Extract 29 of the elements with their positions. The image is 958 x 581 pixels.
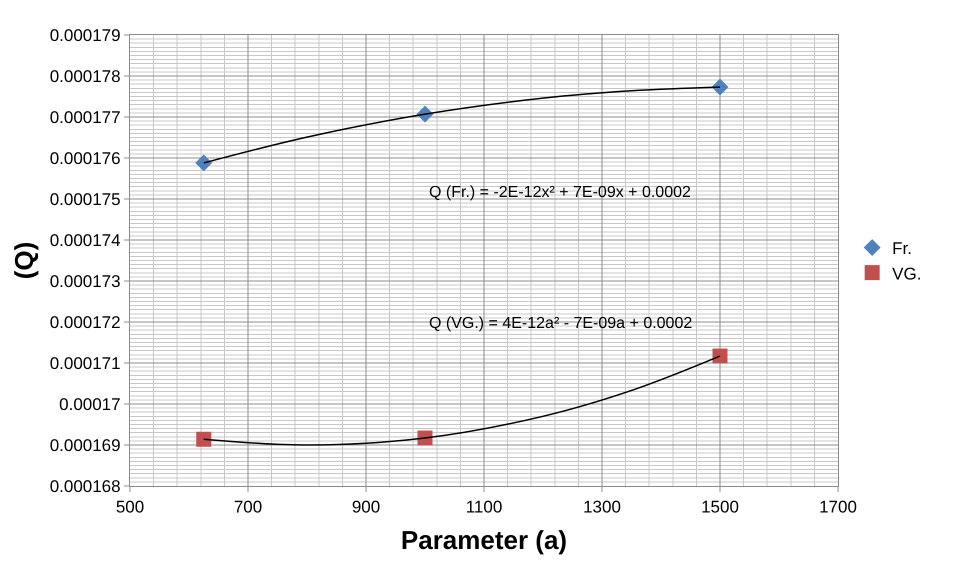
y-tick-label: 0.000169 [50,436,121,455]
y-tick-label: 0.000171 [50,354,121,373]
y-tick-label: 0.000177 [50,108,121,127]
y-tick-label: 0.000172 [50,312,121,332]
x-tick-label: 700 [234,497,262,516]
x-tick-label: 1700 [819,497,857,516]
point [712,348,728,364]
point [195,154,212,172]
y-tick-label: 0.00017 [59,394,121,414]
x-tick-label: 1100 [466,497,502,516]
y-axis-title: (Q) [9,242,40,280]
x-tick-label: 1500 [701,497,739,516]
y-tick-label: 0.000178 [50,66,121,86]
x-axis-title: Parameter (a) [400,525,568,556]
legend-label: VG. [892,264,922,284]
x-tick-label: 500 [116,497,144,516]
x-tick-label: 900 [352,497,380,516]
y-tick-label: 0.000175 [50,190,121,209]
annotation: Q (VG.) = 4E-12a² - 7E-09a + 0.0002 [429,315,692,332]
legend-label: Fr. [892,239,912,258]
y-tick-label: 0.000173 [50,272,121,291]
annotation: Q (Fr.) = -2E-12x² + 7E-09x + 0.0002 [429,184,691,201]
x-tick-label: 1300 [583,497,621,516]
point [712,78,728,96]
y-tick-label: 0.000176 [50,148,121,168]
point [196,432,212,447]
y-tick-label: 0.000168 [50,476,121,496]
y-tick-label: 0.000174 [50,230,121,250]
y-tick-label: 0.000179 [50,26,121,45]
